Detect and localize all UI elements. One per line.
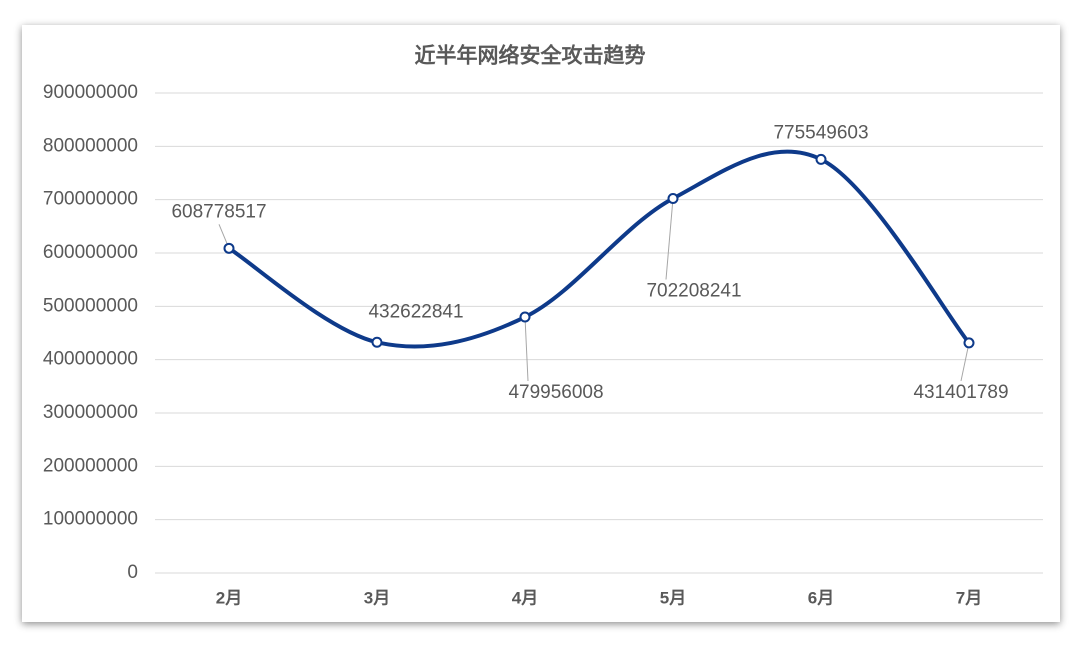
point <box>223 242 235 254</box>
y-tick-label: 300000000 <box>43 402 138 423</box>
leader-line <box>960 342 970 382</box>
x-tick-label: 7月 <box>956 588 982 607</box>
point <box>963 337 975 349</box>
line <box>227 149 971 349</box>
data-label: 432622841 <box>368 301 463 322</box>
plot-area: 0 100000000 200000000 300000000 400000000 500… <box>43 82 1043 607</box>
x-tick-label: 3月 <box>364 588 390 607</box>
y-tick-label: 0 <box>127 562 138 583</box>
y-tick-label: 500000000 <box>43 295 138 316</box>
y-tick-label: 400000000 <box>43 349 138 370</box>
x-tick-label: 5月 <box>660 588 686 607</box>
chart-card <box>22 25 1060 622</box>
x-tick-label: 6月 <box>808 588 834 607</box>
y-tick-label: 600000000 <box>43 242 138 263</box>
point <box>667 192 679 204</box>
data-label: 775549603 <box>773 122 868 143</box>
leader-line <box>665 198 674 280</box>
point <box>519 311 531 323</box>
data-label: 479956008 <box>508 382 603 403</box>
chart-title: 近半年网络安全攻击趋势 <box>415 44 646 68</box>
y-tick-label: 200000000 <box>43 455 138 476</box>
y-tick-label: 100000000 <box>43 509 138 530</box>
x-tick-label: 2月 <box>216 588 242 607</box>
point <box>815 153 827 165</box>
y-tick-label: 700000000 <box>43 189 138 210</box>
y-tick-label: 900000000 <box>43 82 138 103</box>
point <box>371 336 383 348</box>
data-label: 431401789 <box>913 382 1008 403</box>
data-label: 608778517 <box>171 201 266 222</box>
x-tick-label: 4月 <box>512 588 538 607</box>
y-tick-label: 800000000 <box>43 135 138 156</box>
leader-line <box>524 317 529 382</box>
data-label: 702208241 <box>646 281 741 302</box>
